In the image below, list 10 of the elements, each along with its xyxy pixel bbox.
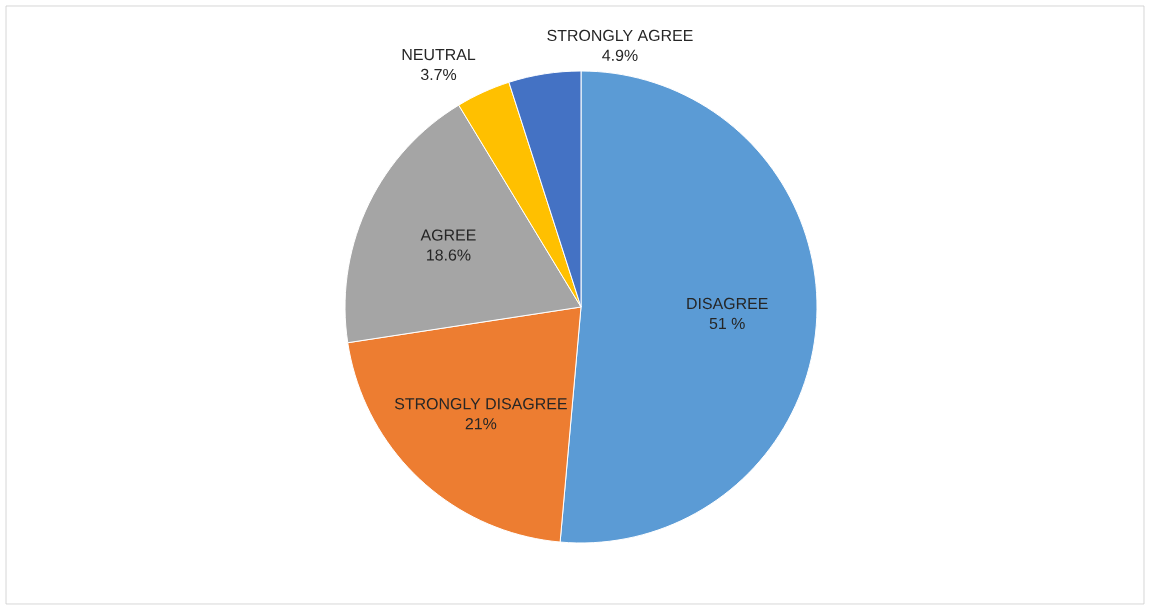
slice-label: NEUTRAL <box>402 49 476 61</box>
data-label: 4.9% <box>602 49 638 61</box>
slice-label: STRONGLY AGREE <box>547 29 693 42</box>
slice-label: AGREE <box>420 229 476 241</box>
data-label: 51 % <box>709 317 745 330</box>
data-label: 21% <box>465 418 497 430</box>
slice-label: STRONGLY DISAGREE <box>394 398 567 410</box>
data-label: 3.7% <box>420 68 457 81</box>
data-label: 18.6% <box>427 249 471 261</box>
slice-label: DISAGREE <box>687 297 768 310</box>
